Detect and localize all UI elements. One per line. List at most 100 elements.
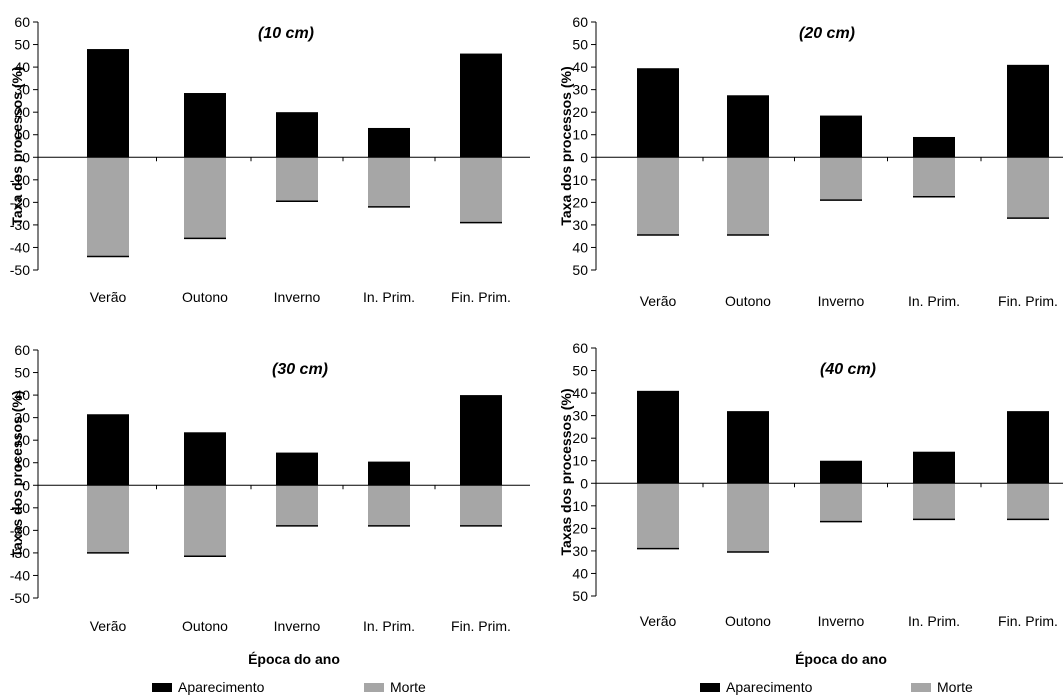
bar-morte [276, 485, 318, 526]
bar-aparecimento [276, 112, 318, 158]
y-tick-label: -40 [10, 567, 30, 583]
y-tick-label: 10 [572, 498, 588, 514]
y-tick-label: 30 [572, 543, 588, 559]
y-tick-label: -20 [10, 522, 30, 538]
y-tick-label: -50 [10, 590, 30, 606]
y-tick-label: -40 [10, 239, 30, 255]
legend-label-aparecimento: Aparecimento [178, 679, 265, 695]
y-axis-title: Taxa dos processos (%) [558, 66, 574, 225]
y-tick-label: -30 [10, 545, 30, 561]
x-tick-label: Fin. Prim. [451, 618, 511, 634]
bar-morte [820, 157, 862, 201]
y-tick-label: 0 [580, 149, 588, 165]
bar-aparecimento [637, 390, 679, 484]
y-tick-label: 40 [572, 239, 588, 255]
bar-aparecimento [276, 452, 318, 486]
y-tick-label: 0 [580, 475, 588, 491]
legend-swatch-aparecimento [700, 683, 720, 692]
bar-aparecimento [368, 127, 410, 158]
bar-morte [460, 485, 502, 526]
bar-morte [1007, 483, 1049, 520]
bar-aparecimento [913, 451, 955, 484]
bar-morte [820, 483, 862, 522]
bar-morte [276, 157, 318, 202]
y-tick-label: 20 [14, 432, 30, 448]
bar-aparecimento [184, 432, 226, 486]
y-tick-label: 40 [14, 387, 30, 403]
y-tick-label: 10 [572, 453, 588, 469]
x-tick-label: Verão [640, 293, 677, 309]
y-tick-label: 10 [572, 127, 588, 143]
bar-morte [913, 483, 955, 520]
y-tick-label: 20 [572, 104, 588, 120]
bar-morte [637, 483, 679, 549]
x-tick-label: Outono [725, 613, 771, 629]
bar-morte [87, 485, 129, 553]
bar-aparecimento [460, 53, 502, 158]
bar-aparecimento [1007, 64, 1049, 158]
bar-aparecimento [820, 460, 862, 484]
x-tick-label: Inverno [274, 289, 321, 305]
y-tick-label: 30 [572, 408, 588, 424]
y-tick-label: 50 [572, 588, 588, 604]
legend-swatch-morte [364, 683, 384, 692]
y-tick-label: 40 [572, 565, 588, 581]
y-tick-label: 0 [22, 149, 30, 165]
x-tick-label: In. Prim. [908, 293, 960, 309]
x-tick-label: Fin. Prim. [998, 293, 1058, 309]
shared-xlabel-left: Época do ano [248, 651, 340, 667]
y-tick-label: -30 [10, 217, 30, 233]
x-tick-label: Verão [90, 618, 127, 634]
legend-label-aparecimento: Aparecimento [726, 679, 813, 695]
chart-panel-3: (30 cm) Taxas dos processos (%) 60 50 40 30 20… [9, 342, 530, 634]
bar-aparecimento [637, 68, 679, 158]
y-tick-label: 60 [572, 14, 588, 30]
y-tick-label: 60 [572, 340, 588, 356]
x-tick-label: In. Prim. [363, 289, 415, 305]
bar-aparecimento [368, 461, 410, 486]
y-tick-label: -10 [10, 172, 30, 188]
legend-label-morte: Morte [937, 679, 973, 695]
y-tick-label: -50 [10, 262, 30, 278]
bar-aparecimento [460, 395, 502, 486]
bar-morte [184, 157, 226, 239]
bar-aparecimento [1007, 411, 1049, 484]
y-tick-label: 40 [572, 59, 588, 75]
legend-label-morte: Morte [390, 679, 426, 695]
y-tick-label: 30 [572, 217, 588, 233]
y-tick-label: 10 [572, 172, 588, 188]
x-tick-label: Fin. Prim. [451, 289, 511, 305]
legend-left: Aparecimento Morte [152, 679, 426, 695]
x-tick-label: Inverno [818, 613, 865, 629]
chart-panel-4: (40 cm) Taxas dos processos (%) 60 50 40 30 20… [558, 340, 1063, 629]
x-tick-label: Outono [182, 618, 228, 634]
bar-morte [368, 485, 410, 526]
y-tick-label: 50 [14, 365, 30, 381]
x-tick-label: Outono [725, 293, 771, 309]
y-tick-label: 10 [14, 455, 30, 471]
chart-panel-2: (20 cm) Taxa dos processos (%) 60 50 40 30 20 1… [558, 14, 1063, 309]
y-tick-label: 60 [14, 342, 30, 358]
bar-aparecimento [727, 411, 769, 484]
y-tick-label: 50 [572, 262, 588, 278]
bar-aparecimento [727, 95, 769, 158]
y-tick-label: 20 [572, 520, 588, 536]
bar-aparecimento [820, 115, 862, 158]
bar-morte [460, 157, 502, 223]
chart-title: (20 cm) [799, 25, 855, 42]
y-tick-label: 0 [22, 477, 30, 493]
y-tick-label: 30 [14, 410, 30, 426]
chart-panel-1: (10 cm) Taxa dos processos (%) 60 50 40 30 20 1… [9, 14, 530, 305]
y-tick-label: -20 [10, 194, 30, 210]
bar-aparecimento [87, 49, 129, 158]
chart-title: (40 cm) [820, 361, 876, 378]
bar-aparecimento [913, 136, 955, 158]
legend-swatch-morte [911, 683, 931, 692]
y-tick-label: 40 [572, 385, 588, 401]
x-tick-label: Inverno [274, 618, 321, 634]
x-tick-label: Outono [182, 289, 228, 305]
bar-morte [1007, 157, 1049, 219]
x-tick-label: Inverno [818, 293, 865, 309]
x-tick-label: Verão [90, 289, 127, 305]
